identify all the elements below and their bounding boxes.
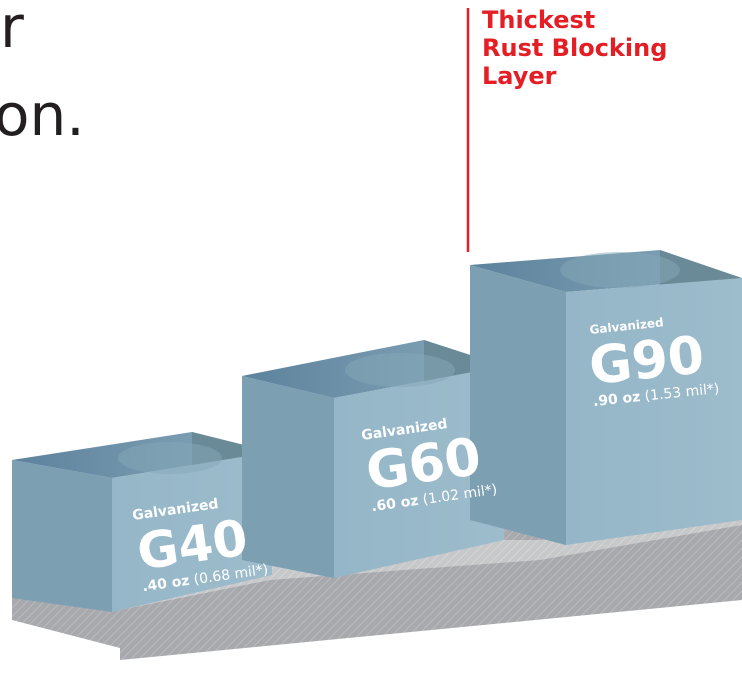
g40-oz-label: .40 oz bbox=[141, 573, 190, 595]
heading-line-2: on. bbox=[0, 81, 85, 149]
callout-line-3: Layer bbox=[482, 62, 557, 90]
callout-line-1: Thickest bbox=[482, 6, 596, 34]
g90-oz-label: .90 oz bbox=[592, 389, 641, 410]
g90-grade-label: G90 bbox=[586, 325, 707, 397]
heading-line-1: r bbox=[0, 0, 24, 61]
g60-oz-label: .60 oz bbox=[370, 493, 419, 515]
block-g40 bbox=[12, 432, 272, 612]
block-g90 bbox=[470, 250, 742, 545]
block-g60 bbox=[242, 340, 504, 578]
g90-weight-text: .90 oz (1.53 mil*) bbox=[592, 381, 720, 410]
label-group-g90: Galvanized G90 .90 oz (1.53 mil*) bbox=[586, 315, 720, 410]
g90-mil-label: (1.53 mil*) bbox=[644, 381, 720, 405]
callout-line-2: Rust Blocking bbox=[482, 34, 668, 62]
callout-label: Thickest Rust Blocking Layer bbox=[482, 6, 667, 90]
